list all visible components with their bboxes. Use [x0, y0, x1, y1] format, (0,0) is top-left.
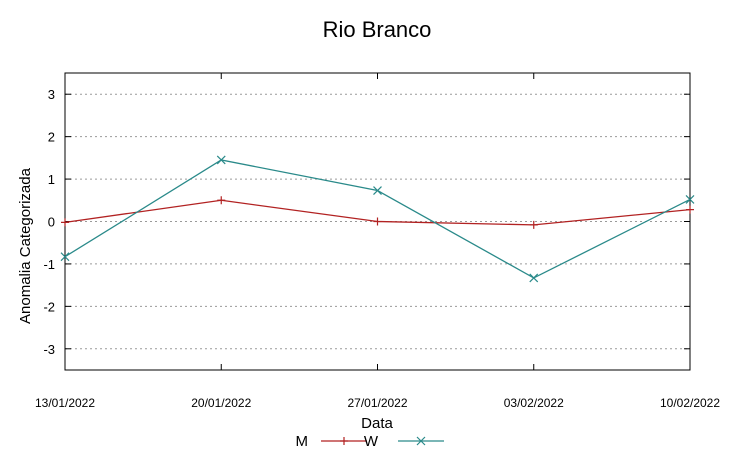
x-axis-label: Data [361, 415, 393, 432]
x-tick-label: 10/02/2022 [660, 396, 720, 410]
y-axis-label: Anomalia Categorizada [17, 167, 34, 324]
series-m [61, 196, 694, 229]
data-point [60, 252, 70, 262]
chart-title: Rio Branco [323, 17, 432, 42]
y-tick-label: -1 [43, 257, 55, 272]
data-point [686, 205, 694, 214]
data-point [340, 437, 348, 445]
x-tick-label: 20/01/2022 [191, 396, 251, 410]
data-point [373, 217, 382, 226]
y-tick-label: -2 [43, 299, 55, 314]
data-point [373, 186, 382, 195]
y-tick-label: 2 [48, 130, 55, 145]
data-point [529, 220, 538, 229]
y-tick-label: -3 [43, 342, 55, 357]
series-layer [60, 155, 695, 283]
x-axis: 13/01/2022 20/01/2022 27/01/2022 03/02/2022… [35, 73, 720, 410]
series-w [60, 155, 695, 283]
legend-label: W [364, 433, 379, 450]
x-tick-label: 13/01/2022 [35, 396, 95, 410]
data-point [529, 273, 539, 283]
data-point [416, 436, 426, 446]
x-tick-label: 03/02/2022 [504, 396, 564, 410]
y-tick-label: 0 [48, 215, 55, 230]
y-tick-label: 1 [48, 172, 55, 187]
data-point [61, 218, 69, 227]
data-point [216, 155, 226, 165]
y-tick-label: 3 [48, 87, 55, 102]
data-point [217, 196, 226, 205]
data-point [685, 195, 695, 204]
x-tick-label: 27/01/2022 [347, 396, 407, 410]
legend-label: M [296, 433, 309, 450]
grid [65, 93, 690, 350]
